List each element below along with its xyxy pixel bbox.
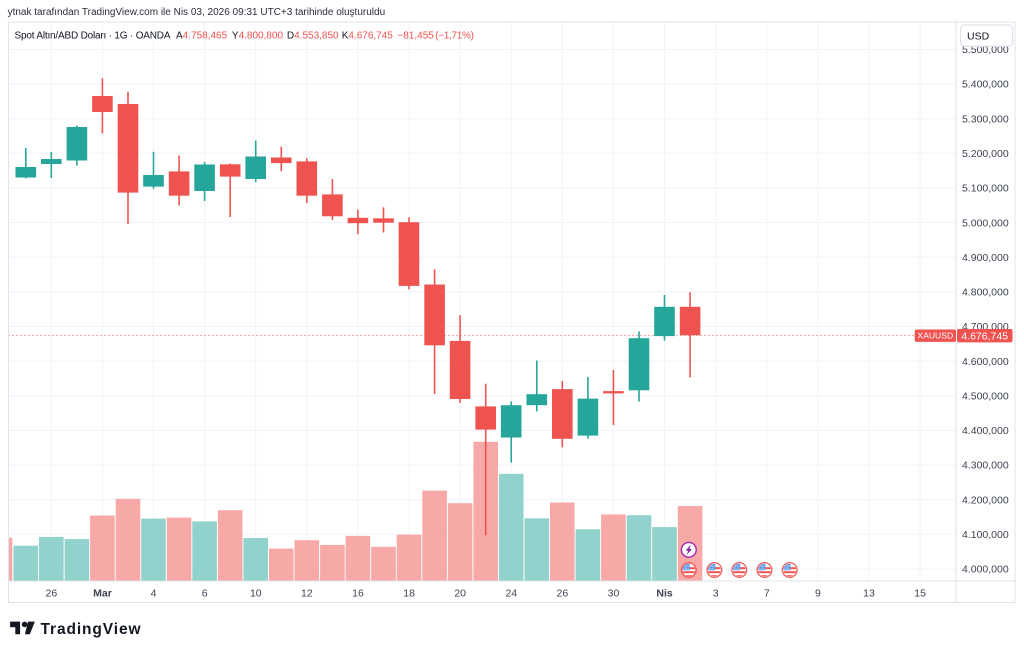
svg-text:18: 18 bbox=[403, 588, 415, 600]
svg-text:5.500,000: 5.500,000 bbox=[962, 44, 1009, 56]
svg-text:Y4.800,800: Y4.800,800 bbox=[232, 31, 284, 42]
svg-text:26: 26 bbox=[557, 588, 569, 600]
svg-text:16: 16 bbox=[352, 588, 364, 600]
svg-text:Spot Altın/ABD Doları · 1G · O: Spot Altın/ABD Doları · 1G · OANDA bbox=[15, 31, 171, 42]
svg-text:4.200,000: 4.200,000 bbox=[962, 494, 1009, 506]
svg-text:4.600,000: 4.600,000 bbox=[962, 356, 1009, 368]
svg-text:20: 20 bbox=[454, 588, 466, 600]
svg-text:4.500,000: 4.500,000 bbox=[962, 390, 1009, 402]
svg-text:TradingView: TradingView bbox=[41, 621, 142, 638]
svg-text:4.400,000: 4.400,000 bbox=[962, 425, 1009, 437]
svg-text:7: 7 bbox=[764, 588, 770, 600]
svg-text:30: 30 bbox=[608, 588, 620, 600]
svg-text:Nis: Nis bbox=[656, 588, 673, 600]
svg-text:4.000,000: 4.000,000 bbox=[962, 564, 1009, 576]
svg-text:5.100,000: 5.100,000 bbox=[962, 183, 1009, 195]
svg-text:Mar: Mar bbox=[93, 588, 112, 600]
svg-text:(−1,71%): (−1,71%) bbox=[435, 31, 473, 42]
svg-text:10: 10 bbox=[250, 588, 262, 600]
svg-text:5.300,000: 5.300,000 bbox=[962, 113, 1009, 125]
svg-text:6: 6 bbox=[202, 588, 208, 600]
svg-text:ytnak tarafından TradingView.c: ytnak tarafından TradingView.com ile Nis… bbox=[8, 7, 386, 18]
svg-text:−81,455: −81,455 bbox=[397, 31, 434, 42]
svg-text:3: 3 bbox=[713, 588, 719, 600]
svg-text:USD: USD bbox=[967, 30, 990, 42]
svg-text:4.100,000: 4.100,000 bbox=[962, 529, 1009, 541]
svg-text:D4.553,850: D4.553,850 bbox=[287, 31, 339, 42]
svg-text:4: 4 bbox=[151, 588, 157, 600]
svg-text:13: 13 bbox=[863, 588, 875, 600]
svg-text:XAUUSD: XAUUSD bbox=[917, 331, 953, 341]
svg-text:A4.758,465: A4.758,465 bbox=[176, 31, 228, 42]
svg-text:4.300,000: 4.300,000 bbox=[962, 460, 1009, 472]
svg-text:12: 12 bbox=[301, 588, 313, 600]
svg-text:4.900,000: 4.900,000 bbox=[962, 252, 1009, 264]
svg-text:4.676,745: 4.676,745 bbox=[961, 330, 1008, 342]
svg-text:K4.676,745: K4.676,745 bbox=[342, 31, 394, 42]
svg-text:15: 15 bbox=[914, 588, 926, 600]
svg-text:5.200,000: 5.200,000 bbox=[962, 148, 1009, 160]
svg-text:4.800,000: 4.800,000 bbox=[962, 287, 1009, 299]
svg-text:5.000,000: 5.000,000 bbox=[962, 217, 1009, 229]
svg-text:9: 9 bbox=[815, 588, 821, 600]
svg-text:26: 26 bbox=[46, 588, 58, 600]
svg-text:24: 24 bbox=[505, 588, 517, 600]
svg-text:5.400,000: 5.400,000 bbox=[962, 79, 1009, 91]
